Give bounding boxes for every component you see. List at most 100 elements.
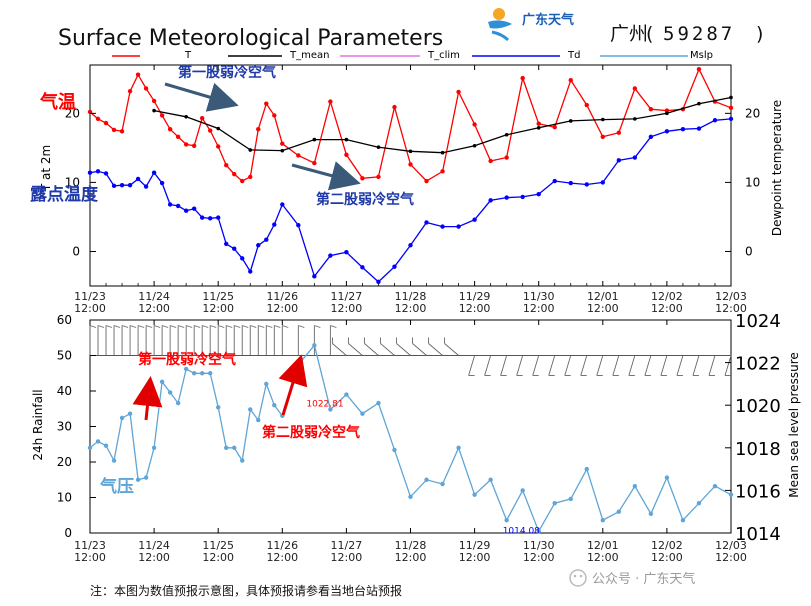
point-t bbox=[135, 72, 141, 77]
point-mslp bbox=[216, 405, 221, 410]
arrow-wave2-top bbox=[291, 161, 361, 191]
point-t_mean bbox=[665, 111, 669, 116]
bottom-xtick-day: 11/28 bbox=[395, 539, 427, 552]
annotation-wave2-bottom: 第二股弱冷空气 bbox=[262, 424, 360, 441]
point-mslp bbox=[632, 483, 638, 489]
point-t bbox=[392, 104, 397, 110]
point-td bbox=[127, 182, 133, 188]
point-t_mean bbox=[472, 144, 477, 148]
wind-barb bbox=[364, 337, 379, 356]
point-td bbox=[111, 183, 117, 189]
station-name: 广州 bbox=[610, 23, 648, 45]
bottom-left-ytick: 30 bbox=[57, 420, 72, 434]
top-right-ylabel: Dewpoint temperature bbox=[770, 100, 784, 236]
bottom-xtick-time: 12:00 bbox=[74, 551, 106, 564]
legend-label-mslp: Mslp bbox=[690, 50, 713, 61]
wechat-watermark: 公众号 · 广东天气 bbox=[569, 569, 695, 587]
point-t bbox=[95, 116, 101, 122]
point-td bbox=[392, 264, 397, 269]
station-paren-close: ) bbox=[756, 23, 763, 45]
legend-label-td: Td bbox=[567, 50, 580, 61]
point-mslp bbox=[328, 407, 333, 412]
point-t_mean bbox=[633, 117, 637, 121]
wind-barb bbox=[412, 337, 427, 356]
point-mslp bbox=[424, 477, 429, 482]
point-t bbox=[472, 122, 477, 127]
point-mslp bbox=[248, 407, 253, 412]
top-xtick-day: 11/24 bbox=[138, 290, 170, 303]
point-td bbox=[207, 216, 213, 221]
bottom-left-ytick: 20 bbox=[57, 455, 72, 469]
point-mslp bbox=[256, 417, 261, 423]
bottom-xtick-time: 12:00 bbox=[202, 551, 234, 564]
cloud-icon bbox=[488, 20, 512, 29]
point-td bbox=[712, 118, 718, 123]
point-t bbox=[536, 121, 541, 126]
point-t bbox=[248, 174, 253, 180]
station-id: 59287 bbox=[663, 23, 735, 45]
point-td bbox=[280, 202, 285, 207]
point-td bbox=[224, 241, 229, 247]
wind-barb bbox=[209, 325, 217, 356]
point-t_mean bbox=[344, 137, 349, 142]
point-td bbox=[632, 155, 638, 160]
point-t bbox=[159, 113, 165, 118]
wind-barb bbox=[628, 355, 636, 376]
point-t bbox=[424, 178, 429, 184]
point-mslp bbox=[440, 481, 445, 487]
bottom-xtick-time: 12:00 bbox=[138, 551, 170, 564]
point-mslp bbox=[392, 447, 397, 453]
point-mslp bbox=[135, 477, 141, 482]
bottom-xtick-day: 11/26 bbox=[266, 539, 298, 552]
legend-label-tclim: T_clim bbox=[427, 50, 460, 61]
point-td bbox=[272, 222, 277, 227]
point-td bbox=[728, 116, 734, 122]
point-mslp bbox=[264, 381, 269, 387]
wind-barb bbox=[548, 355, 556, 376]
top-xtick-time: 12:00 bbox=[459, 302, 491, 315]
point-t bbox=[296, 153, 301, 158]
bottom-right-ytick: 1016 bbox=[735, 481, 781, 502]
point-t bbox=[207, 128, 213, 133]
top-xtick-time: 12:00 bbox=[202, 302, 234, 315]
wind-barb bbox=[161, 325, 169, 356]
bottom-xtick-time: 12:00 bbox=[523, 551, 555, 564]
chart-title: Surface Meteorological Parameters bbox=[58, 26, 443, 51]
point-td bbox=[408, 243, 413, 248]
legend-label-tmean: T_mean bbox=[289, 50, 329, 61]
wind-barb bbox=[612, 355, 620, 376]
point-td bbox=[167, 202, 173, 207]
bottom-xtick-day: 11/30 bbox=[523, 539, 555, 552]
point-t_mean bbox=[729, 95, 733, 100]
top-xtick-time: 12:00 bbox=[331, 302, 363, 315]
point-td bbox=[696, 126, 702, 131]
wechat-icon bbox=[569, 569, 587, 587]
point-mslp bbox=[680, 518, 686, 523]
point-t bbox=[191, 143, 197, 149]
point-t bbox=[199, 115, 205, 121]
point-td bbox=[183, 208, 189, 213]
point-td bbox=[232, 246, 237, 251]
point-td bbox=[664, 129, 670, 134]
point-mslp bbox=[232, 445, 237, 450]
wind-barb bbox=[185, 325, 193, 356]
point-mslp bbox=[224, 445, 229, 450]
point-mslp bbox=[488, 477, 493, 482]
point-t_mean bbox=[536, 126, 541, 130]
point-mslp bbox=[664, 475, 670, 480]
point-t bbox=[376, 174, 381, 180]
wind-barb bbox=[145, 325, 153, 356]
top-xtick-day: 12/01 bbox=[587, 290, 619, 303]
legend: T T_mean T_clim Td Mslp bbox=[112, 50, 713, 61]
point-t bbox=[272, 113, 277, 118]
brand-logo bbox=[488, 8, 512, 42]
point-td bbox=[536, 191, 541, 197]
wind-barb bbox=[217, 325, 225, 356]
point-t bbox=[632, 86, 638, 91]
point-t bbox=[256, 127, 261, 132]
point-t_mean bbox=[280, 148, 285, 153]
bottom-left-ylabel: 24h Rainfall bbox=[31, 389, 45, 460]
pressure-panel: 11/2312:0011/2412:0011/2512:0011/2612:00… bbox=[31, 311, 801, 564]
wind-barb bbox=[396, 337, 411, 356]
